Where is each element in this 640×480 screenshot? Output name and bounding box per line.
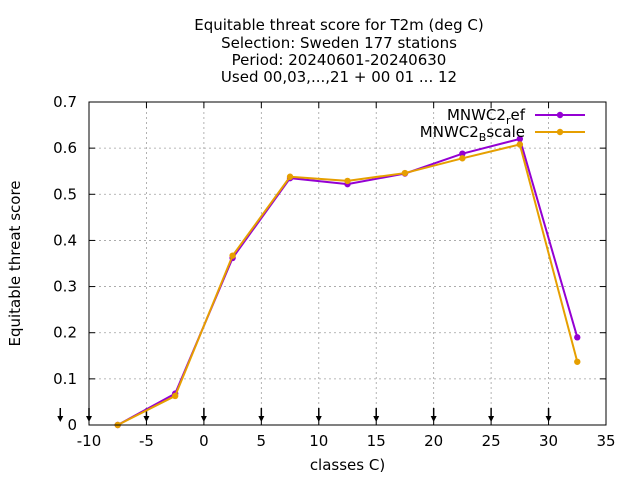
class-marker-arrow [200, 416, 207, 422]
legend-item-1: MNWC2ref [447, 106, 585, 127]
data-point [459, 150, 466, 157]
class-marker-arrow [315, 416, 322, 422]
data-point [171, 392, 179, 400]
class-marker-arrow [488, 416, 495, 422]
data-point [286, 173, 294, 180]
class-marker-arrow [57, 416, 64, 422]
class-marker-arrow [545, 416, 552, 422]
x-tick-label: 10 [309, 432, 328, 450]
data-point [516, 141, 524, 148]
class-boundary-markers [57, 408, 552, 422]
x-tick-label: 25 [482, 432, 501, 450]
y-tick-label: 0.7 [53, 93, 77, 111]
class-marker-arrow [143, 416, 150, 422]
legend-item-2: MNWC2Bscale [420, 123, 585, 144]
title-line-4: Used 00,03,...,21 + 00 01 ... 12 [221, 68, 457, 86]
x-tick-label: 20 [424, 432, 443, 450]
title-line-2: Selection: Sweden 177 stations [221, 34, 457, 52]
x-tick-label: -5 [139, 432, 154, 450]
y-tick-label: 0.4 [53, 231, 77, 249]
y-axis-ticks: 0 0.1 0.2 0.3 0.4 0.5 0.6 0.7 [53, 93, 606, 434]
x-tick-label: 15 [367, 432, 386, 450]
data-point [229, 252, 236, 259]
plot-area-frame [88, 101, 607, 426]
data-point [459, 155, 466, 162]
series-2 [114, 141, 581, 429]
class-marker-arrow [373, 416, 380, 422]
data-point [574, 334, 581, 341]
y-tick-label: 0 [67, 416, 77, 434]
class-marker-arrow [430, 416, 437, 422]
chart-title: Equitable threat score for T2m (deg C) S… [194, 16, 484, 86]
title-line-1: Equitable threat score for T2m (deg C) [194, 16, 484, 34]
x-tick-label: 30 [539, 432, 558, 450]
title-line-3: Period: 20240601-20240630 [232, 51, 447, 69]
y-axis-label: Equitable threat score [6, 180, 24, 346]
x-tick-label: 35 [596, 432, 615, 450]
y-tick-label: 0.5 [53, 185, 77, 203]
y-tick-label: 0.2 [53, 324, 77, 342]
data-point [401, 169, 409, 177]
x-tick-label: 0 [199, 432, 209, 450]
legend-label: MNWC2Bscale [420, 123, 525, 144]
series-layer [114, 135, 581, 429]
data-point [344, 177, 351, 185]
grid-lines [89, 102, 606, 425]
x-tick-label: -10 [77, 432, 102, 450]
data-point [516, 135, 524, 143]
legend-label: MNWC2ref [447, 106, 526, 127]
x-axis-ticks: -10 -5 0 5 10 15 20 25 30 35 [77, 102, 616, 450]
y-tick-label: 0.1 [53, 370, 77, 388]
x-tick-label: 5 [257, 432, 267, 450]
x-axis-label: classes C) [310, 456, 385, 474]
y-tick-label: 0.6 [53, 139, 77, 157]
legend-marker [556, 111, 564, 119]
data-point [574, 358, 581, 365]
legend-marker [556, 128, 564, 136]
y-tick-label: 0.3 [53, 278, 77, 296]
class-marker-arrow [258, 416, 265, 422]
